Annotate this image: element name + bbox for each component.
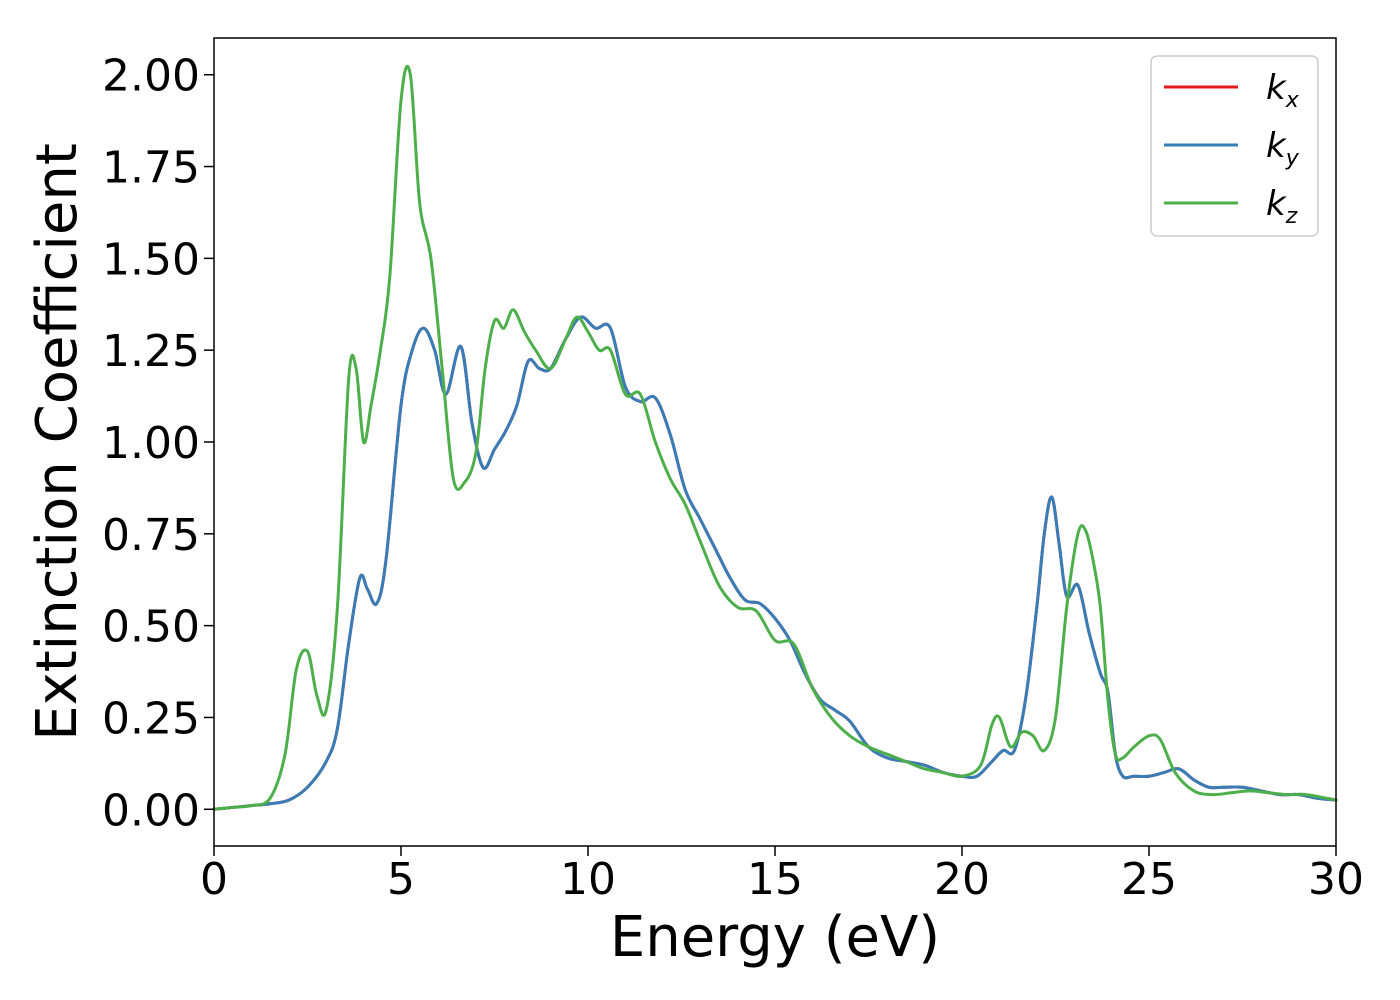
y-tick-label: 1.75 xyxy=(102,143,200,194)
legend-label-kz: kz xyxy=(1266,184,1298,229)
legend-label-ky: ky xyxy=(1266,126,1300,171)
x-tick-label: 25 xyxy=(1121,854,1177,905)
series-layer xyxy=(212,64,1338,811)
y-axis-ticks: 0.00 0.25 0.50 0.75 1.00 1.25 1.50 1.75 2.00 xyxy=(102,51,214,836)
y-tick-label: 0.25 xyxy=(102,693,200,744)
y-tick-label: 0.00 xyxy=(102,785,200,836)
legend: kx ky kz xyxy=(1150,55,1319,237)
y-tick-label: 1.25 xyxy=(102,326,200,377)
plot-area xyxy=(214,38,1336,846)
y-tick-label: 0.50 xyxy=(102,602,200,653)
y-tick-label: 2.00 xyxy=(102,51,200,102)
x-tick-label: 30 xyxy=(1308,854,1364,905)
x-axis-label: Energy (eV) xyxy=(610,905,940,970)
x-tick-label: 0 xyxy=(200,854,228,905)
x-axis-ticks: 0 5 10 15 20 25 30 xyxy=(200,846,1364,905)
x-tick-label: 20 xyxy=(934,854,990,905)
y-tick-label: 1.00 xyxy=(102,418,200,469)
x-tick-label: 10 xyxy=(560,854,616,905)
series-line-ky xyxy=(212,315,1338,811)
y-axis-label: Extinction Coefficient xyxy=(25,143,90,741)
x-tick-label: 15 xyxy=(747,854,803,905)
series-line-kz xyxy=(212,64,1338,811)
y-tick-label: 0.75 xyxy=(102,510,200,561)
y-tick-label: 1.50 xyxy=(102,234,200,285)
legend-label-kx: kx xyxy=(1266,68,1300,113)
x-tick-label: 5 xyxy=(387,854,415,905)
